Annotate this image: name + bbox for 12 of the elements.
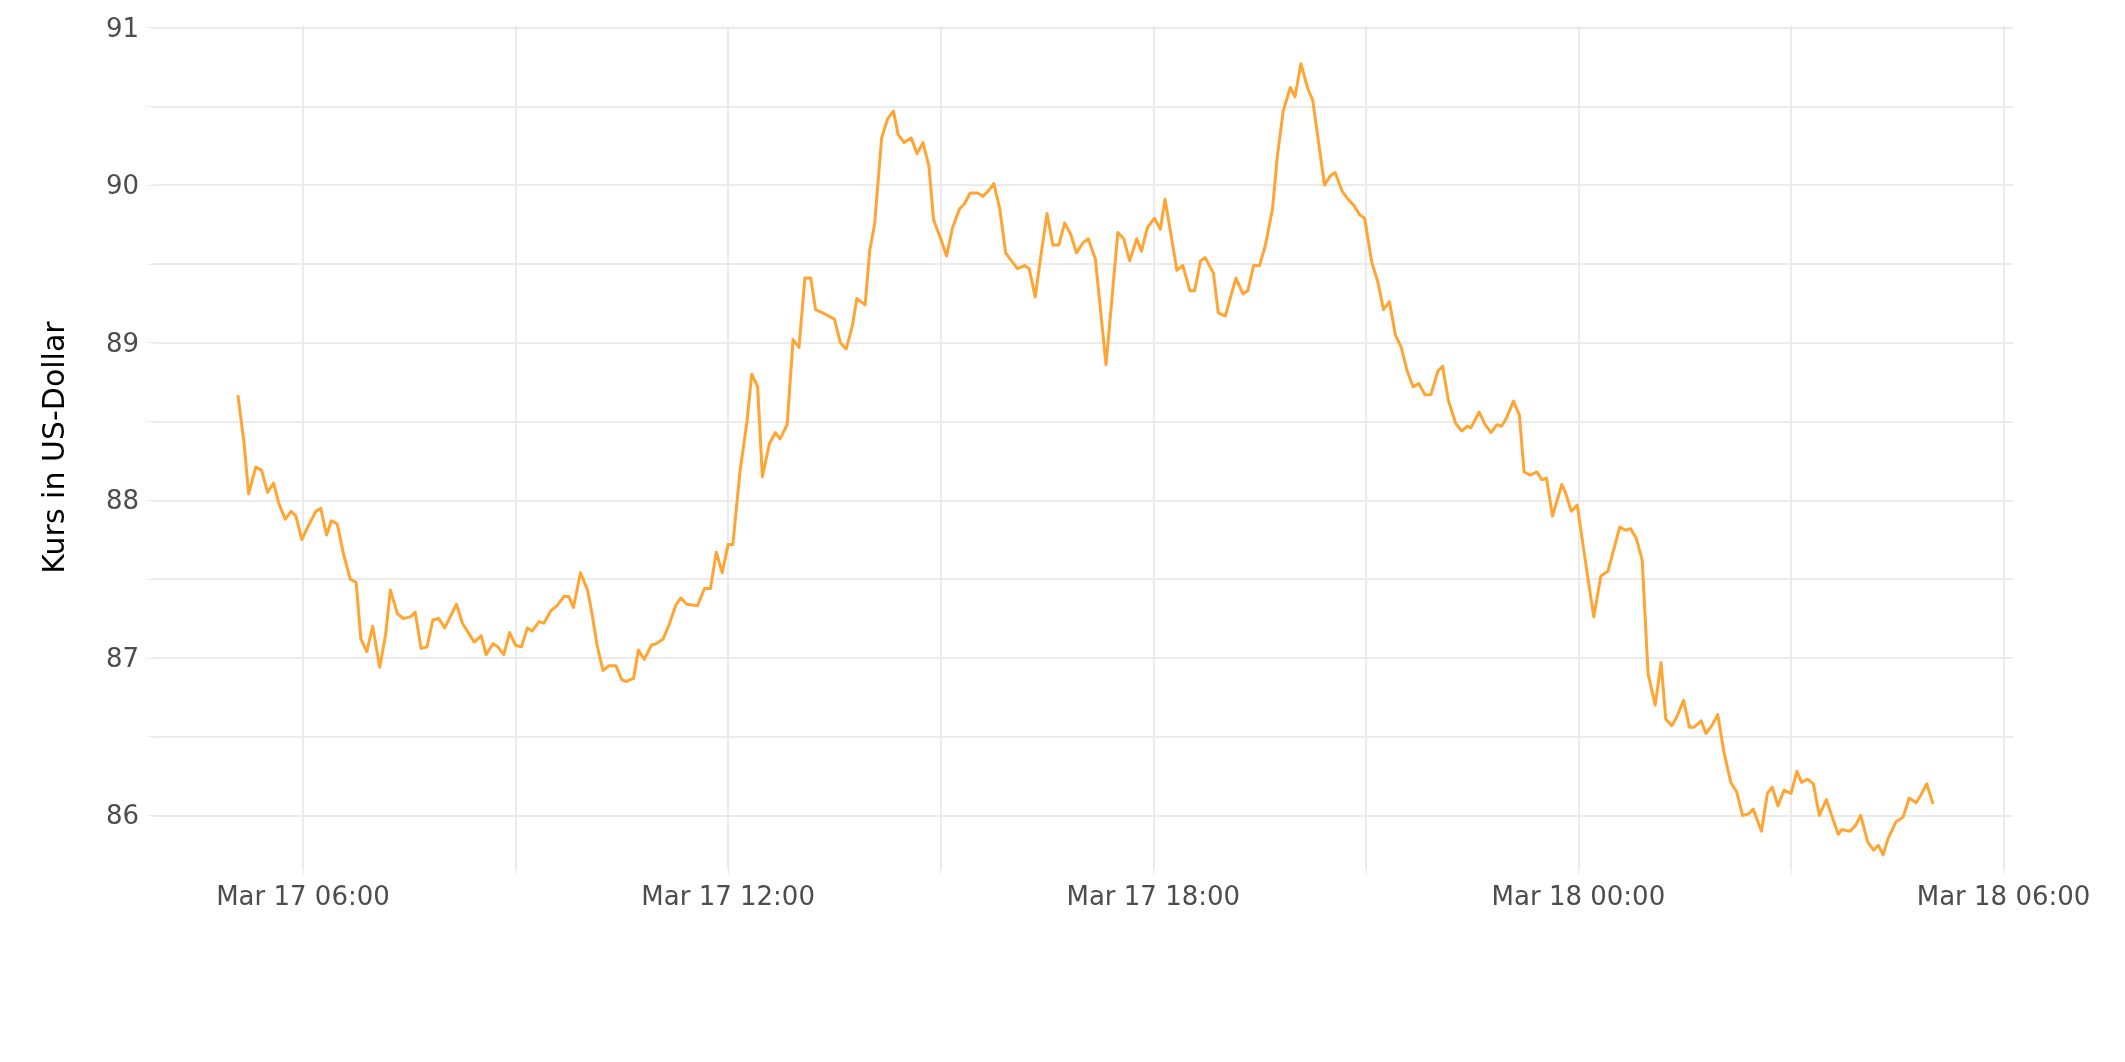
x-tick-label: Mar 18 00:00: [1491, 881, 1666, 911]
y-tick-label: 88: [105, 485, 139, 516]
x-tick-label: Mar 17 12:00: [641, 881, 815, 911]
x-tick-label: Mar 17 18:00: [1066, 881, 1241, 911]
x-tick-label: Mar 17 06:00: [216, 881, 390, 911]
y-tick-label: 89: [105, 327, 139, 358]
y-tick-label: 87: [105, 642, 139, 673]
y-axis-title: Kurs in US-Dollar: [35, 320, 71, 574]
y-tick-label: 91: [105, 12, 139, 43]
x-tick-label: Mar 18 06:00: [1916, 881, 2091, 911]
y-tick-label: 86: [105, 800, 139, 831]
y-tick-label: 90: [105, 170, 139, 201]
